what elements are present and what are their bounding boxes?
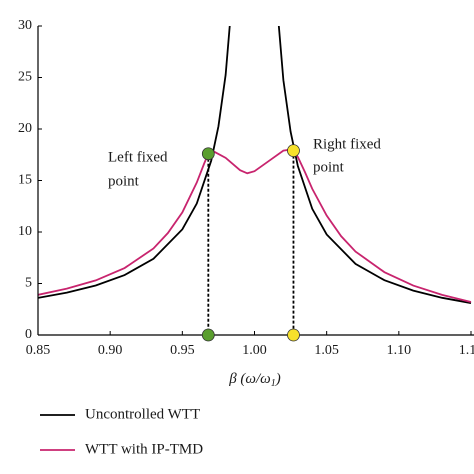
series-line [38, 26, 472, 304]
x-tick-label: 0.95 [170, 343, 195, 358]
x-tick-label: 1.00 [242, 343, 267, 358]
series-line [38, 148, 472, 303]
annotation: Right fixed [313, 136, 381, 152]
fixed-point [287, 144, 300, 158]
x-tick-label: 1.15 [459, 343, 474, 358]
x-axis-label: β (ω/ω1) [228, 371, 281, 389]
y-tick-label: 25 [18, 70, 32, 85]
x-tick-label: 1.05 [314, 343, 339, 358]
x-tick-label: 0.85 [26, 343, 51, 358]
y-tick-label: 5 [25, 276, 32, 291]
annotation: point [313, 159, 345, 175]
y-tick-label: 0 [25, 327, 32, 342]
fixed-point-base [201, 328, 215, 342]
plot-area [38, 26, 472, 304]
annotation: point [108, 173, 140, 189]
y-tick-label: 10 [18, 224, 32, 239]
fixed-point-base [287, 328, 300, 342]
legend-label: WTT with IP-TMD [85, 441, 203, 457]
legend-label: Uncontrolled WTT [85, 406, 200, 422]
x-tick-label: 0.90 [98, 343, 123, 358]
y-tick-label: 15 [18, 173, 32, 188]
annotation: Left fixed [108, 149, 168, 165]
y-tick-label: 30 [18, 18, 32, 33]
fixed-point [201, 147, 215, 161]
y-tick-label: 20 [18, 121, 32, 136]
x-tick-label: 1.10 [387, 343, 412, 358]
